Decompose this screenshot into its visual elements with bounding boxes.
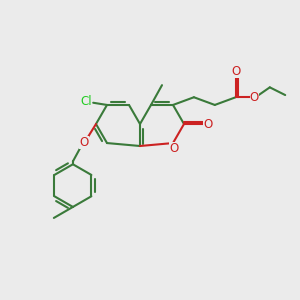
Text: O: O [231,65,240,78]
Text: O: O [250,91,259,104]
Text: O: O [169,142,178,154]
Text: Cl: Cl [80,95,92,108]
Text: O: O [203,118,212,130]
Text: O: O [79,136,88,149]
